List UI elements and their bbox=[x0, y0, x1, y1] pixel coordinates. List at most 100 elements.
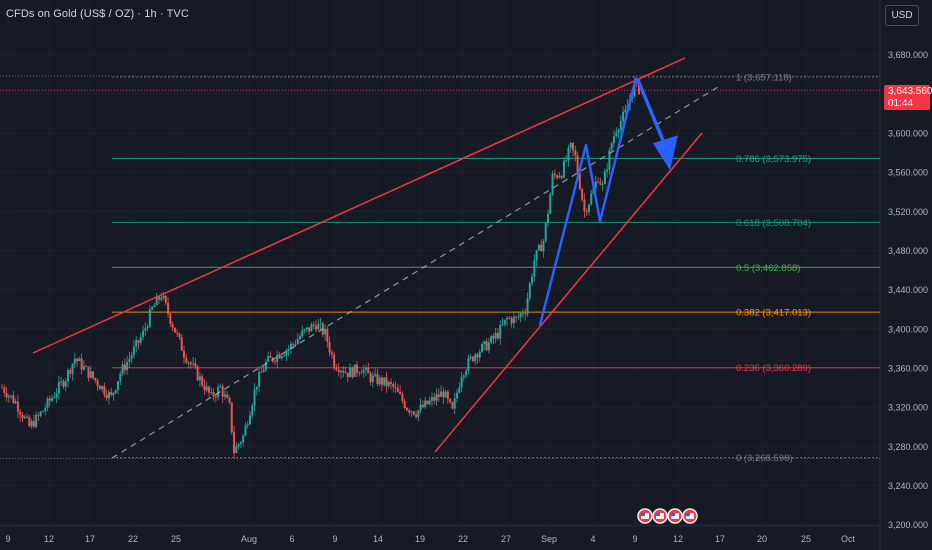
candle-body bbox=[35, 414, 38, 427]
candle-body bbox=[301, 330, 304, 337]
candle-body bbox=[142, 330, 145, 338]
x-tick-label: 22 bbox=[458, 534, 468, 544]
candle-body bbox=[276, 354, 279, 362]
x-tick-label: 12 bbox=[44, 534, 54, 544]
candle-body bbox=[344, 372, 347, 374]
candle-body bbox=[80, 358, 83, 370]
candle-body bbox=[608, 149, 611, 170]
candle-body bbox=[449, 398, 452, 403]
candle-body bbox=[285, 350, 288, 356]
candle-body bbox=[383, 377, 386, 385]
projection-arrow-head bbox=[653, 135, 678, 171]
candle-body bbox=[310, 324, 313, 332]
candle-body bbox=[337, 369, 340, 373]
candle-body bbox=[87, 366, 90, 378]
fib-level-label: 0.382 (3,417.013) bbox=[736, 308, 811, 319]
candle-body bbox=[226, 394, 229, 398]
chart-title: CFDs on Gold (US$ / OZ) · 1h · TVC bbox=[6, 8, 189, 20]
y-tick-label: 3,480.000 bbox=[888, 246, 928, 256]
candle-body bbox=[173, 327, 176, 333]
candle-body bbox=[269, 356, 272, 358]
trend-dashed-line bbox=[111, 86, 719, 459]
candle-body bbox=[3, 387, 6, 394]
candle-body bbox=[481, 344, 484, 352]
candle-body bbox=[214, 396, 217, 398]
candle-body bbox=[233, 432, 236, 454]
candle-body bbox=[262, 370, 265, 373]
candle-body bbox=[324, 328, 327, 335]
candle-body bbox=[264, 361, 267, 371]
candle-body bbox=[403, 400, 406, 409]
candle-body bbox=[289, 343, 292, 349]
y-tick-label: 3,360.000 bbox=[888, 363, 928, 373]
candle-body bbox=[387, 382, 390, 387]
candle-body bbox=[30, 421, 33, 427]
candle-body bbox=[572, 142, 575, 151]
candle-body bbox=[66, 370, 69, 382]
currency-button[interactable]: USD bbox=[885, 5, 919, 26]
candle-body bbox=[433, 397, 436, 401]
candle-body bbox=[14, 401, 17, 403]
candle-body bbox=[319, 323, 322, 325]
candle-body bbox=[41, 411, 44, 412]
candle-body bbox=[85, 366, 88, 367]
fib-level-label: 0.5 (3,462.858) bbox=[736, 263, 800, 274]
candle-body bbox=[578, 172, 581, 190]
candle-body bbox=[223, 394, 226, 397]
candle-body bbox=[28, 416, 31, 427]
x-tick-label: Sep bbox=[541, 534, 557, 544]
candle-body bbox=[237, 444, 240, 447]
candle-body bbox=[228, 397, 231, 403]
candle-body bbox=[597, 181, 600, 183]
candle-body bbox=[185, 357, 188, 363]
candle-body bbox=[585, 211, 588, 213]
y-tick-label: 3,440.000 bbox=[888, 285, 928, 295]
x-tick-label: 25 bbox=[171, 534, 181, 544]
bar-countdown: 01:44 bbox=[888, 98, 914, 109]
candle-body bbox=[510, 318, 513, 324]
candle-body bbox=[465, 370, 468, 376]
x-tick-label: 19 bbox=[415, 534, 425, 544]
candle-body bbox=[48, 398, 51, 401]
candle-body bbox=[121, 364, 124, 374]
candle-body bbox=[123, 364, 126, 370]
candle-body bbox=[251, 405, 254, 416]
candle-body bbox=[258, 371, 261, 387]
candle-body bbox=[494, 333, 497, 339]
candle-body bbox=[255, 386, 258, 390]
candle-body bbox=[96, 380, 99, 386]
candle-body bbox=[148, 309, 151, 327]
candle-body bbox=[526, 298, 529, 314]
candle-body bbox=[278, 354, 281, 359]
candle-body bbox=[82, 366, 85, 370]
candle-body bbox=[496, 333, 499, 339]
fib-level-label: 0.236 (3,360.289) bbox=[736, 363, 811, 374]
candle-body bbox=[39, 411, 42, 416]
candle-body bbox=[428, 400, 431, 405]
candle-body bbox=[567, 148, 570, 161]
candle-body bbox=[405, 408, 408, 411]
candle-body bbox=[506, 318, 509, 320]
candle-body bbox=[519, 313, 522, 317]
candle-body bbox=[394, 386, 397, 388]
candle-body bbox=[151, 307, 154, 310]
candle-body bbox=[57, 382, 60, 394]
candle-body bbox=[210, 391, 213, 393]
candle-body bbox=[280, 356, 283, 359]
candle-body bbox=[1, 387, 3, 389]
candle-body bbox=[117, 381, 120, 391]
candle-body bbox=[292, 343, 295, 345]
candle-body bbox=[351, 367, 354, 377]
candle-body bbox=[167, 302, 170, 314]
candle-body bbox=[219, 386, 222, 388]
candle-body bbox=[374, 373, 377, 376]
candle-body bbox=[330, 352, 333, 355]
candle-body bbox=[101, 386, 104, 390]
candle-body bbox=[160, 297, 163, 300]
candle-body bbox=[460, 377, 463, 388]
candle-body bbox=[98, 385, 101, 390]
candle-body bbox=[153, 305, 156, 308]
candle-body bbox=[198, 376, 201, 381]
candle-body bbox=[396, 387, 399, 392]
